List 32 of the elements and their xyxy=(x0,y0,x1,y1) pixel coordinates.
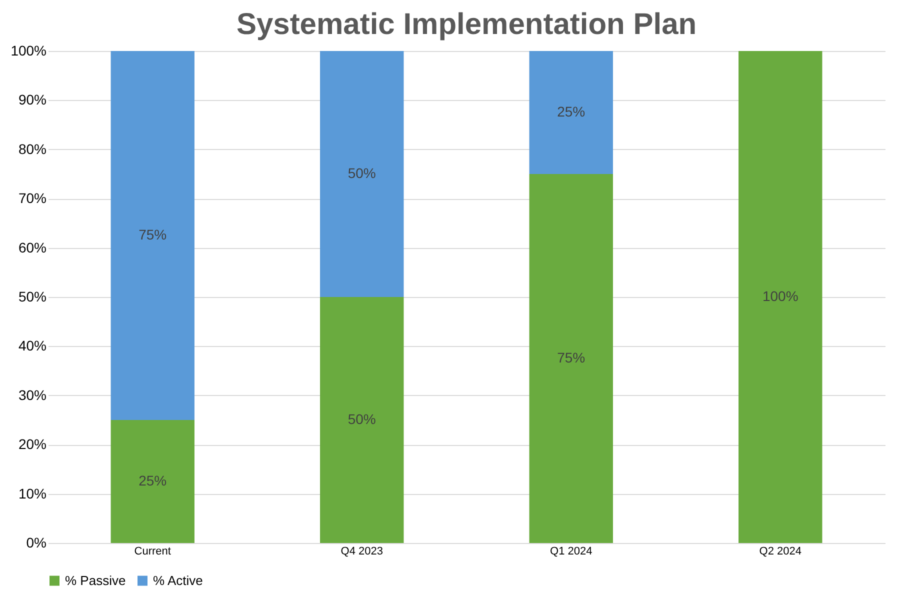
data-label: 50% xyxy=(348,165,376,181)
x-tick-label: Q4 2023 xyxy=(340,546,383,558)
y-tick-label: 80% xyxy=(18,140,46,157)
y-tick-label: 50% xyxy=(18,288,46,304)
bar xyxy=(738,51,822,543)
y-tick-label: 20% xyxy=(18,436,46,452)
data-label: 50% xyxy=(348,411,376,427)
bar xyxy=(320,297,404,543)
legend-label: % Passive xyxy=(65,572,126,588)
y-tick-label: 10% xyxy=(18,485,46,502)
bar xyxy=(529,174,613,543)
x-tick-label: Current xyxy=(134,546,171,558)
y-tick-label: 0% xyxy=(26,534,46,550)
bar xyxy=(110,420,194,543)
data-label: 25% xyxy=(557,104,586,120)
legend-label: % Active xyxy=(153,572,203,588)
y-tick-label: 40% xyxy=(18,338,46,354)
y-tick-label: 30% xyxy=(18,386,46,403)
bar xyxy=(529,51,613,174)
data-label: 75% xyxy=(138,226,167,242)
bar xyxy=(110,51,194,420)
data-label: 75% xyxy=(557,350,586,366)
data-label: 25% xyxy=(138,472,167,488)
y-tick-label: 100% xyxy=(10,42,46,58)
x-tick-label: Q1 2024 xyxy=(550,546,592,558)
y-tick-label: 60% xyxy=(18,239,46,256)
bar xyxy=(320,51,404,297)
y-tick-label: 90% xyxy=(18,92,46,108)
chart-title: Systematic Implementation Plan xyxy=(236,8,697,41)
data-label: 100% xyxy=(762,288,798,304)
x-tick-label: Q2 2024 xyxy=(759,546,802,558)
y-tick-label: 70% xyxy=(18,190,46,206)
